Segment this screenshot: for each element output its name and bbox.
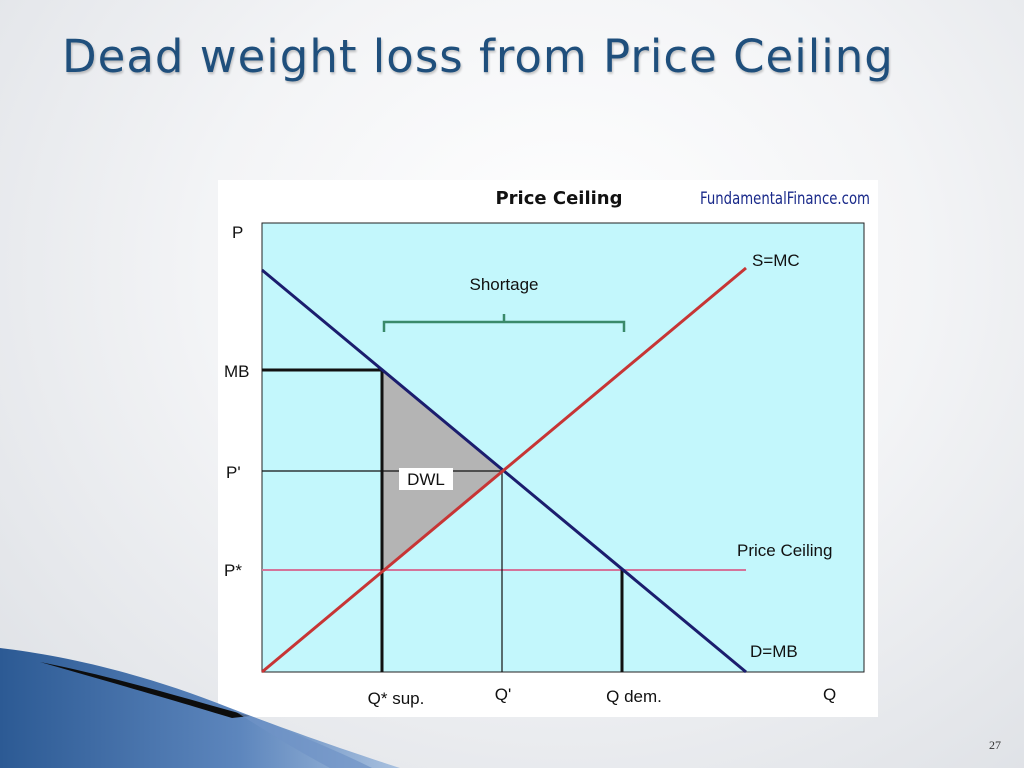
- quantity-label-q-sup: Q* sup.: [368, 689, 425, 708]
- diagram-frame: Price Ceiling FundamentalFinance.com Sho…: [218, 180, 878, 717]
- plot-area: [261, 222, 865, 673]
- price-label-mb: MB: [224, 362, 250, 381]
- price-ceiling-diagram: Price Ceiling FundamentalFinance.com Sho…: [224, 188, 870, 708]
- dwl-label: DWL: [407, 470, 445, 489]
- supply-label: S=MC: [752, 251, 800, 270]
- price-label-p-prime: P': [226, 463, 241, 482]
- x-axis-label: Q: [823, 685, 836, 704]
- quantity-label-q-prime: Q': [495, 685, 511, 704]
- dwl-label-box: [399, 468, 453, 490]
- slide-number: 27: [989, 738, 1001, 752]
- slide-title: Dead weight loss from Price Ceiling: [62, 30, 894, 83]
- shortage-label: Shortage: [470, 275, 539, 294]
- brand-label: FundamentalFinance.com: [700, 189, 870, 209]
- diagram-header: Price Ceiling: [495, 188, 622, 209]
- demand-label: D=MB: [750, 642, 798, 661]
- price-label-p-star: P*: [224, 561, 242, 580]
- supply-curve: [261, 266, 747, 674]
- shortage-bracket: [382, 314, 626, 332]
- y-axis-label: P: [232, 223, 243, 242]
- price-ceiling-label: Price Ceiling: [737, 541, 832, 560]
- quantity-label-q-dem: Q dem.: [606, 687, 662, 706]
